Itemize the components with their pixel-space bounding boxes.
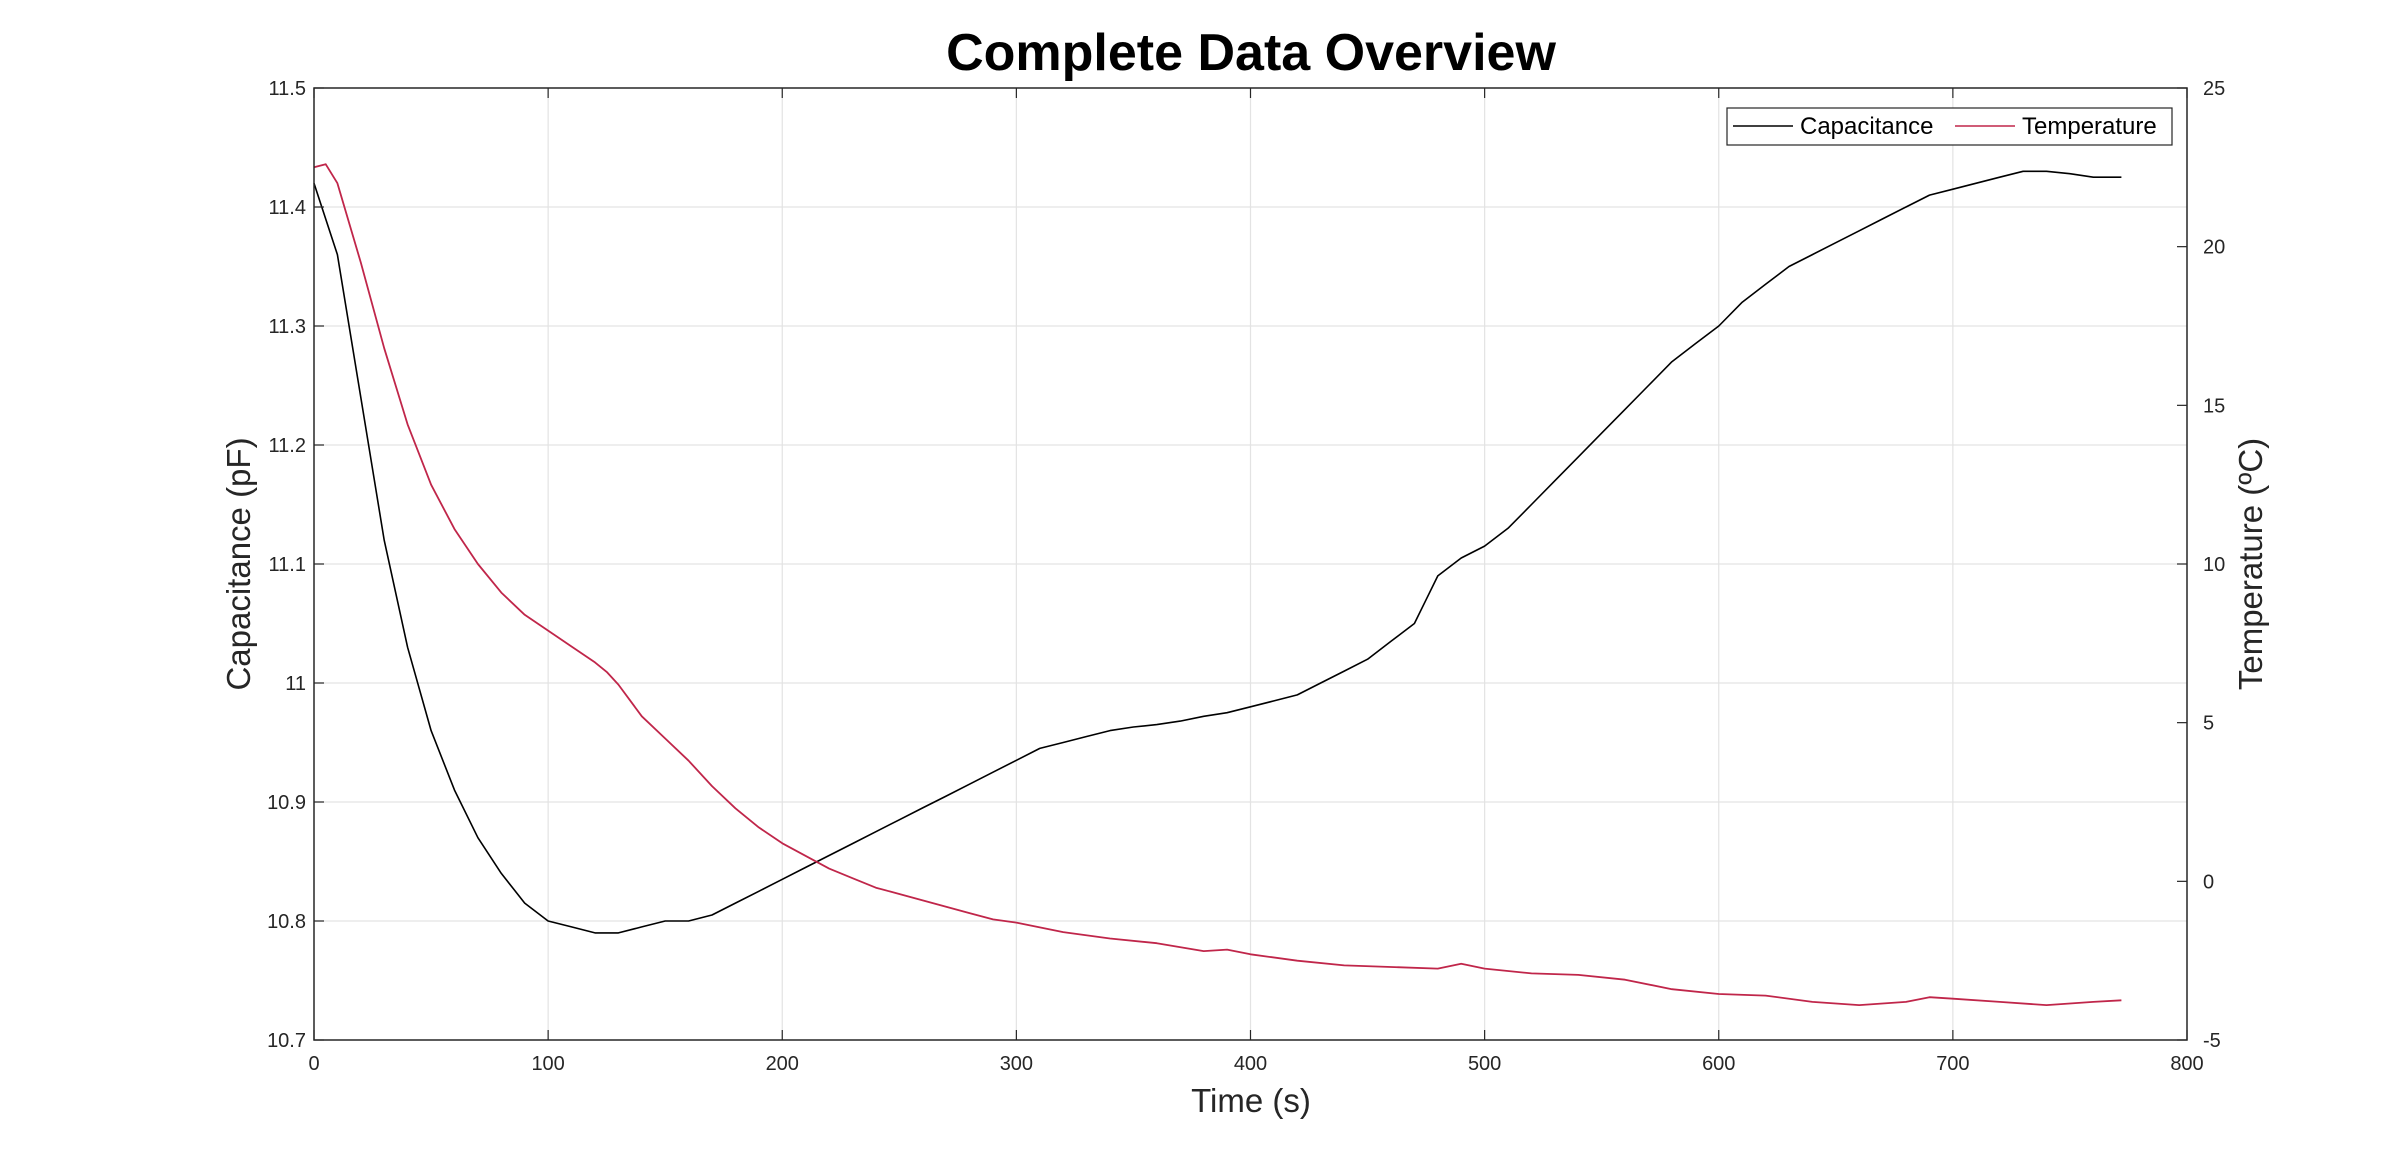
y2-tick-label: 25 [2203, 78, 2225, 100]
x-tick-label: 100 [531, 1053, 564, 1075]
x-tick-label: 300 [1000, 1053, 1033, 1075]
y2-tick-label: 20 [2203, 237, 2225, 259]
series-line-capacitance [313, 170, 2122, 934]
x-tick-label: 200 [766, 1053, 799, 1075]
y2-tick-label: -5 [2203, 1030, 2221, 1052]
ticks: 0 100 200 300 400 500 600 700 80010.710.810.9111… [267, 78, 2225, 1075]
grid [314, 88, 2187, 1040]
series-line-temperature [313, 163, 2122, 1006]
y2-axis-label: Temperature (ºC) [2232, 438, 2269, 690]
y-axis-label: Capacitance (pF) [220, 437, 257, 690]
legend-box [1726, 107, 2173, 146]
plot-lines [313, 163, 2122, 1006]
legend-label-capacitance: Capacitance [1800, 113, 1933, 140]
x-axis-label: Time (s) [1191, 1082, 1311, 1119]
y-tick-label: 11.3 [269, 316, 306, 338]
y-tick-label: 11.5 [269, 78, 306, 100]
x-tick-label: 500 [1468, 1053, 1501, 1075]
chart-title: Complete Data Overview [946, 24, 1556, 82]
y-tick-label: 10.7 [267, 1030, 306, 1052]
y2-tick-label: 0 [2203, 871, 2214, 893]
y-tick-label: 10.8 [267, 911, 306, 933]
x-tick-label: 0 [308, 1053, 319, 1075]
y2-tick-label: 5 [2203, 713, 2214, 735]
y-tick-label: 11.1 [269, 554, 306, 576]
y2-tick-label: 15 [2203, 395, 2225, 417]
legend: Capacitance Temperature [1726, 107, 2173, 146]
y-tick-label: 11 [285, 673, 306, 695]
legend-label-temperature: Temperature [2022, 113, 2157, 140]
x-tick-label: 600 [1702, 1053, 1735, 1075]
y-tick-label: 10.9 [267, 792, 306, 814]
y-tick-label: 11.2 [269, 435, 306, 457]
x-tick-label: 700 [1936, 1053, 1969, 1075]
x-tick-label: 800 [2170, 1053, 2203, 1075]
x-tick-label: 400 [1234, 1053, 1267, 1075]
y-tick-label: 11.4 [269, 197, 306, 219]
y2-tick-label: 10 [2203, 554, 2225, 576]
